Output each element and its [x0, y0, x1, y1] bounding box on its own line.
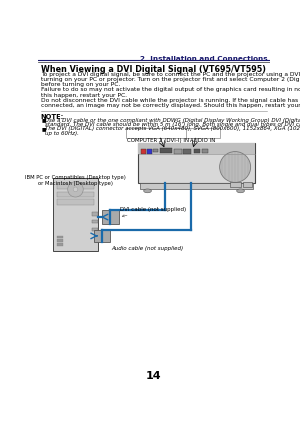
FancyBboxPatch shape: [102, 210, 119, 224]
Bar: [230, 182, 241, 187]
Bar: [147, 149, 152, 154]
Ellipse shape: [144, 189, 152, 193]
Text: this happen, restart your PC.: this happen, restart your PC.: [40, 92, 127, 98]
Text: NOTE:: NOTE:: [40, 114, 64, 120]
Circle shape: [220, 152, 250, 182]
Bar: [194, 149, 200, 153]
FancyBboxPatch shape: [185, 128, 220, 138]
Text: Do not disconnect the DVI cable while the projector is running. If the signal ca: Do not disconnect the DVI cable while th…: [40, 98, 300, 103]
Bar: [57, 192, 94, 197]
Text: 14: 14: [146, 371, 162, 381]
Bar: [57, 235, 63, 238]
Text: before turning on your PC.: before turning on your PC.: [40, 82, 120, 87]
Text: When Viewing a DVI Digital Signal (VT695/VT595): When Viewing a DVI Digital Signal (VT695…: [40, 65, 266, 74]
Bar: [153, 149, 158, 152]
Bar: [160, 148, 172, 153]
Text: Failure to do so may not activate the digital output of the graphics card result: Failure to do so may not activate the di…: [40, 87, 300, 92]
FancyBboxPatch shape: [53, 178, 98, 251]
Circle shape: [73, 187, 78, 192]
Circle shape: [68, 181, 83, 197]
Text: DVI cable (not supplied): DVI cable (not supplied): [120, 207, 187, 217]
Bar: [141, 149, 146, 154]
Bar: [140, 183, 253, 190]
Text: The DVI (DIGITAL) connector accepts VGA (640x480), SVGA (800x600), 1152x864, XGA: The DVI (DIGITAL) connector accepts VGA …: [45, 126, 300, 131]
FancyBboxPatch shape: [94, 230, 110, 242]
Bar: [183, 149, 191, 154]
Text: COMPUTER 2 (DVI-I) IN: COMPUTER 2 (DVI-I) IN: [127, 138, 189, 143]
Bar: [57, 184, 94, 190]
Text: up to 60Hz).: up to 60Hz).: [45, 131, 79, 136]
Bar: [202, 149, 208, 153]
Bar: [174, 149, 182, 154]
Bar: [92, 228, 98, 231]
Text: connected, an image may not be correctly displayed. Should this happen, restart : connected, an image may not be correctly…: [40, 103, 300, 108]
FancyBboxPatch shape: [138, 143, 254, 183]
Ellipse shape: [237, 189, 244, 193]
Text: turning on your PC or projector. Turn on the projector first and select Computer: turning on your PC or projector. Turn on…: [40, 77, 300, 82]
Text: Audio cable (not supplied): Audio cable (not supplied): [111, 246, 183, 251]
Bar: [57, 243, 63, 245]
Text: ■: ■: [41, 117, 46, 123]
Text: 2. Installation and Connections: 2. Installation and Connections: [140, 56, 268, 62]
Text: ■: ■: [41, 126, 46, 131]
FancyBboxPatch shape: [126, 128, 189, 138]
Bar: [243, 182, 252, 187]
Bar: [57, 240, 63, 242]
Text: AUDIO IN: AUDIO IN: [190, 138, 215, 143]
Bar: [138, 143, 254, 154]
Bar: [92, 220, 98, 223]
Bar: [92, 212, 98, 215]
Text: To project a DVI digital signal, be sure to connect the PC and the projector usi: To project a DVI digital signal, be sure…: [40, 72, 300, 77]
Text: Use a DVI cable or the one compliant with DDWG (Digital Display Working Group) D: Use a DVI cable or the one compliant wit…: [45, 117, 300, 123]
Text: IBM PC or Compatibles (Desktop type)
or Macintosh (Desktop type): IBM PC or Compatibles (Desktop type) or …: [25, 176, 126, 186]
Text: standard. The DVI cable should be within 5 m (16’) long. Both single and dual ty: standard. The DVI cable should be within…: [45, 122, 300, 127]
Bar: [57, 199, 94, 205]
